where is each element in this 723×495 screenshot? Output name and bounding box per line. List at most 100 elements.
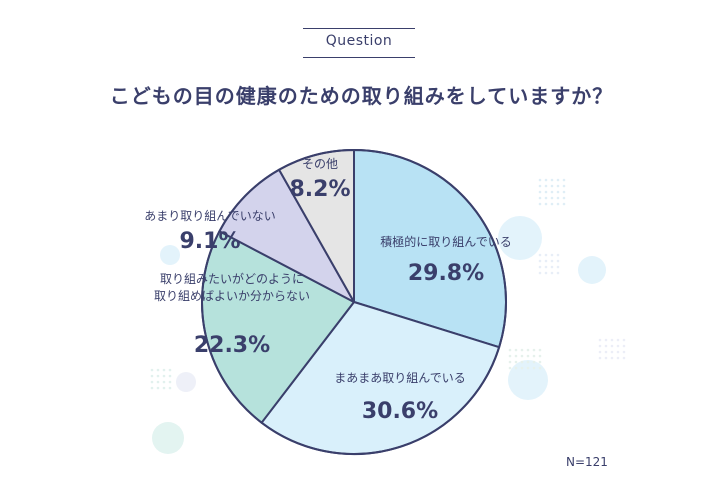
decor-circle <box>578 256 606 284</box>
decor-dot <box>550 271 554 275</box>
decor-dot <box>598 350 602 354</box>
decor-dot <box>550 253 554 257</box>
pie-slices <box>201 149 507 455</box>
decor-dot <box>550 196 554 200</box>
decor-dot <box>538 190 542 194</box>
decor-dot <box>622 350 626 354</box>
decor-dot <box>156 368 160 372</box>
question-top-rule <box>303 28 415 29</box>
decor-dot <box>168 380 172 384</box>
decor-dot <box>538 360 542 364</box>
decor-dot <box>532 348 536 352</box>
slice-value-other: 8.2% <box>289 177 350 202</box>
decor-dot <box>610 344 614 348</box>
question-label: Question <box>325 33 393 49</box>
decor-circle <box>160 245 180 265</box>
decor-dot <box>604 350 608 354</box>
decor-dot <box>544 202 548 206</box>
decor-dot <box>604 344 608 348</box>
decor-dot <box>598 344 602 348</box>
decor-dot <box>550 190 554 194</box>
decor-dot <box>514 366 518 370</box>
background-decoration <box>152 216 606 454</box>
question-bottom-rule <box>303 57 415 58</box>
decor-dot <box>616 350 620 354</box>
decor-dot <box>168 386 172 390</box>
decor-dot <box>598 338 602 342</box>
slice-label-moderate: まあまあ取り組んでいる <box>334 371 465 385</box>
decor-dot <box>556 265 560 269</box>
decor-dot <box>544 178 548 182</box>
decor-dot <box>562 184 566 188</box>
decor-dot <box>526 366 530 370</box>
decor-dot <box>538 178 542 182</box>
decor-dot <box>562 202 566 206</box>
decor-dot <box>520 360 524 364</box>
decor-dot <box>616 344 620 348</box>
decor-dot <box>168 374 172 378</box>
decor-dot <box>532 354 536 358</box>
slice-label-unsure: 取り組みたいがどのように <box>160 271 304 286</box>
decor-dot <box>156 386 160 390</box>
decor-dot <box>562 190 566 194</box>
decor-dot <box>150 374 154 378</box>
decor-dot <box>550 202 554 206</box>
decor-dot <box>544 259 548 263</box>
decor-dot <box>162 368 166 372</box>
decor-dot <box>150 386 154 390</box>
decor-dot <box>526 360 530 364</box>
decor-dot <box>508 366 512 370</box>
decor-dot <box>514 360 518 364</box>
decor-dot <box>538 265 542 269</box>
decor-dot <box>162 374 166 378</box>
decor-dot <box>538 202 542 206</box>
decor-dot <box>610 356 614 360</box>
pie-labels: 積極的に取り組んでいる 29.8% まあまあ取り組んでいる 30.6% 取り組みたいがど… <box>144 157 511 424</box>
decor-dot <box>622 344 626 348</box>
slice-label-other: その他 <box>302 157 338 171</box>
decor-dot <box>538 259 542 263</box>
sample-size-note: N=121 <box>566 455 608 469</box>
decor-dot <box>544 271 548 275</box>
decor-dot <box>526 354 530 358</box>
slice-label-unsure: 取り組めばよいか分からない <box>154 289 310 303</box>
decor-dot <box>556 253 560 257</box>
decor-dot <box>508 354 512 358</box>
dot-patterns <box>150 178 626 390</box>
decor-dot <box>610 338 614 342</box>
decor-dot <box>544 190 548 194</box>
decor-dot <box>562 178 566 182</box>
decor-dot <box>598 356 602 360</box>
decor-circle <box>176 372 196 392</box>
pie-outline <box>201 149 507 455</box>
slice-value-unsure: 22.3% <box>194 333 270 358</box>
decor-dot <box>538 271 542 275</box>
decor-dot <box>562 196 566 200</box>
decor-dot <box>520 366 524 370</box>
decor-dot <box>544 196 548 200</box>
decor-dot <box>556 178 560 182</box>
decor-dot <box>514 348 518 352</box>
decor-dot <box>544 265 548 269</box>
decor-dot <box>604 338 608 342</box>
decor-dot <box>150 380 154 384</box>
decor-dot <box>168 368 172 372</box>
slice-value-moderate: 30.6% <box>362 399 438 424</box>
decor-dot <box>550 184 554 188</box>
decor-dot <box>556 259 560 263</box>
decor-dot <box>162 386 166 390</box>
decor-dot <box>616 356 620 360</box>
decor-dot <box>156 374 160 378</box>
slice-value-active: 29.8% <box>408 261 484 286</box>
decor-dot <box>508 348 512 352</box>
decor-circle <box>508 360 548 400</box>
decor-dot <box>622 356 626 360</box>
page-title: こどもの目の健康のための取り組みをしていますか？ <box>109 84 614 108</box>
decor-dot <box>610 350 614 354</box>
decor-dot <box>550 259 554 263</box>
decor-dot <box>550 265 554 269</box>
decor-dot <box>150 368 154 372</box>
decor-dot <box>556 271 560 275</box>
decor-dot <box>162 380 166 384</box>
